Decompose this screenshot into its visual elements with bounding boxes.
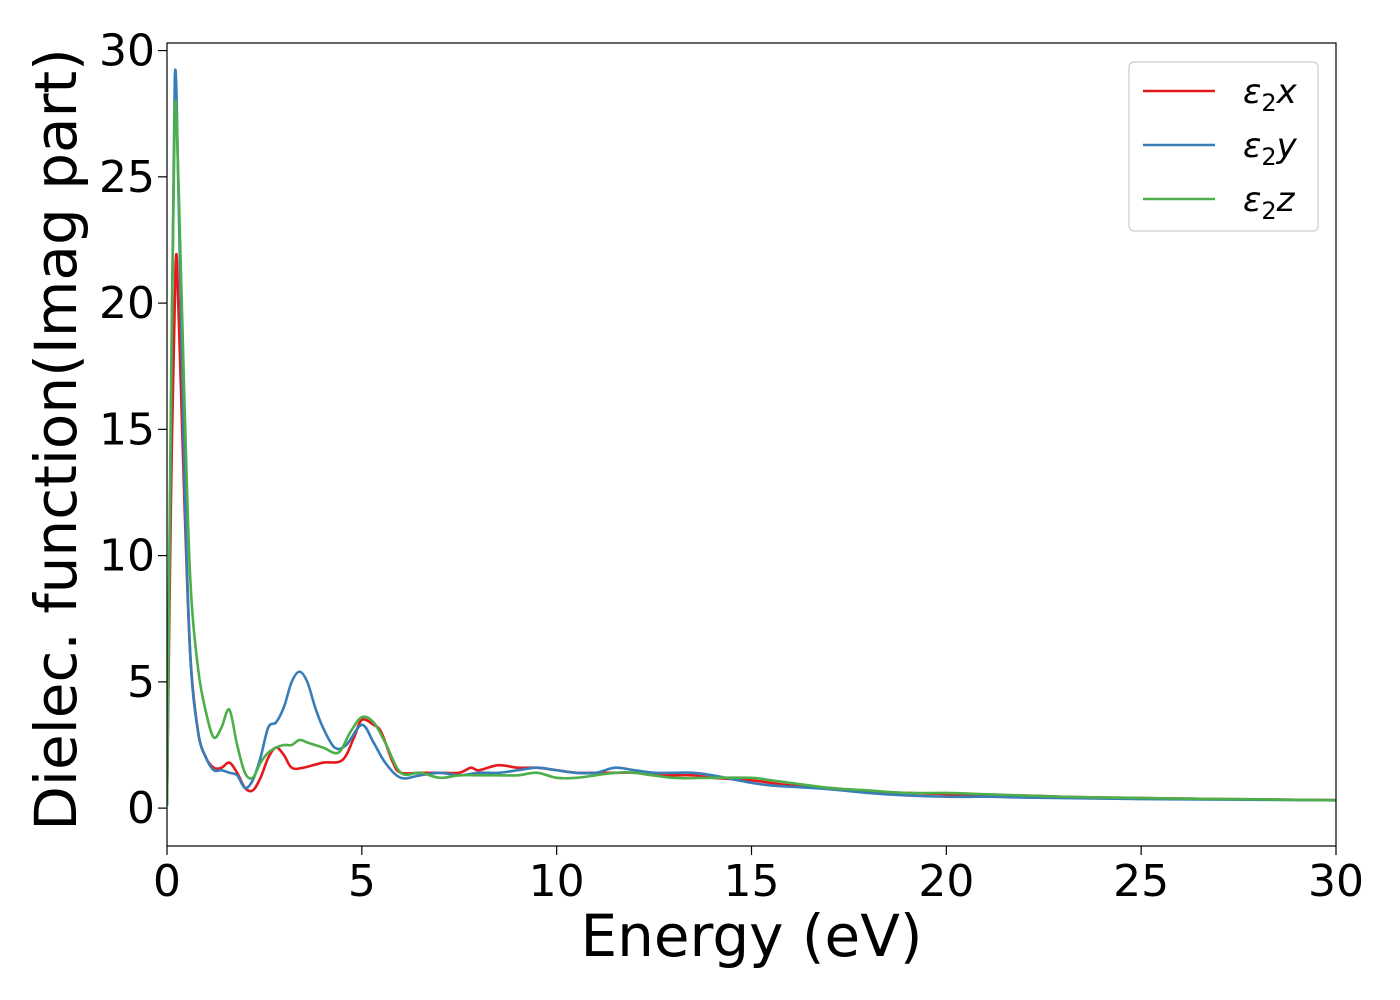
x-tick-label: 15: [724, 856, 780, 907]
legend-label-y: ε2y: [1243, 126, 1298, 171]
x-tick-label: 5: [348, 856, 376, 907]
legend-label-x: ε2x: [1243, 72, 1298, 117]
y-tick-label: 0: [127, 783, 155, 834]
legend-label-z: ε2z: [1243, 180, 1296, 225]
legend-box: [1128, 61, 1319, 232]
x-axis: 0 5 10 15 20 25 30: [153, 846, 1364, 907]
y-tick-label: 5: [127, 657, 155, 708]
x-tick-label: 0: [153, 856, 181, 907]
series-lines: [167, 68, 1336, 806]
x-tick-label: 30: [1308, 856, 1364, 907]
y-tick-label: 30: [99, 26, 155, 77]
series-line-y: [167, 68, 1336, 806]
x-tick-label: 20: [918, 856, 974, 907]
y-axis: 0 5 10 15 20 25 30: [99, 26, 167, 834]
x-tick-label: 25: [1113, 856, 1169, 907]
legend: ε2x ε2y ε2z: [1128, 61, 1319, 232]
y-tick-label: 15: [99, 404, 155, 455]
series-line-z: [167, 99, 1336, 806]
y-axis-label: Dielec. function(Imag part): [22, 48, 90, 831]
y-tick-label: 10: [99, 531, 155, 582]
y-tick-label: 25: [99, 152, 155, 203]
y-tick-label: 20: [99, 278, 155, 329]
x-tick-label: 10: [529, 856, 585, 907]
x-axis-label: Energy (eV): [580, 902, 922, 970]
